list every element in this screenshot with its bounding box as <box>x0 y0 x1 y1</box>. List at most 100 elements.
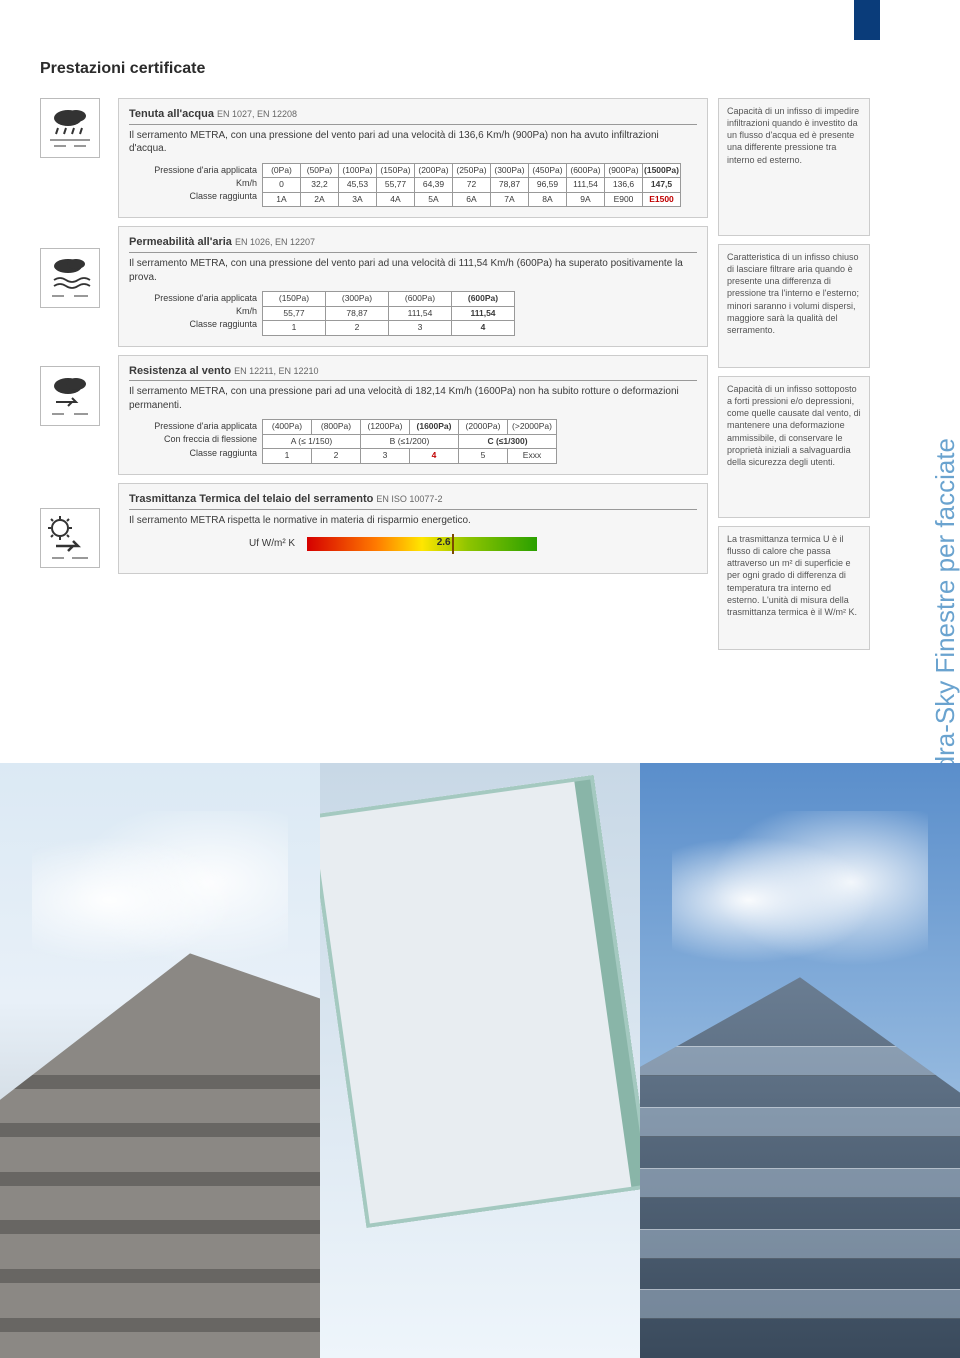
page-title: Prestazioni certificate <box>40 60 920 78</box>
cell: 2 <box>325 320 389 335</box>
cell: Exxx <box>507 448 557 463</box>
cell: (150Pa) <box>262 291 326 306</box>
cell: (200Pa) <box>414 163 453 178</box>
air-icon <box>40 248 100 308</box>
content-grid: Tenuta all'acqua EN 1027, EN 12208 Il se… <box>40 98 920 658</box>
perf-thermal: Trasmittanza Termica del telaio del serr… <box>118 483 708 574</box>
cell: (800Pa) <box>311 419 361 434</box>
perf-title-text: Tenuta all'acqua <box>129 108 214 120</box>
cell: 9A <box>566 192 605 207</box>
sidebar-note: Capacità di un infisso sottoposto a fort… <box>718 376 870 518</box>
cell: (1600Pa) <box>409 419 459 434</box>
row-label: Classe raggiunta <box>129 447 257 459</box>
cell: 2 <box>311 448 361 463</box>
water-icon <box>40 98 100 158</box>
cell-highlight: E1500 <box>642 192 681 207</box>
cell: C (≤1/300) <box>458 434 557 449</box>
perf-standard: EN 12211, EN 12210 <box>234 366 318 376</box>
cell: 7A <box>490 192 529 207</box>
sidebar-note: La trasmittanza termica U è il flusso di… <box>718 526 870 650</box>
cell: 2A <box>300 192 339 207</box>
cell: 1 <box>262 448 312 463</box>
cell: (450Pa) <box>528 163 567 178</box>
cell: 32,2 <box>300 177 339 192</box>
cell: (600Pa) <box>566 163 605 178</box>
perf-standard: EN ISO 10077-2 <box>376 494 442 504</box>
cell: E900 <box>604 192 643 207</box>
cell: (2000Pa) <box>458 419 508 434</box>
perf-wind: Resistenza al vento EN 12211, EN 12210 I… <box>118 355 708 475</box>
cell: (300Pa) <box>490 163 529 178</box>
cell: 5 <box>458 448 508 463</box>
perf-air: Permeabilità all'aria EN 1026, EN 12207 … <box>118 226 708 346</box>
vertical-rail: Poliedra-Sky Finestre per facciate 15 <box>880 98 920 658</box>
thermal-icon <box>40 508 100 568</box>
photo-strip <box>0 763 960 1358</box>
cell: 55,77 <box>262 306 326 321</box>
row-label: Pressione d'aria applicata <box>129 164 257 176</box>
cell: 4A <box>376 192 415 207</box>
cell: 1 <box>262 320 326 335</box>
cell: (300Pa) <box>325 291 389 306</box>
cell: (900Pa) <box>604 163 643 178</box>
perf-title-text: Permeabilità all'aria <box>129 236 232 248</box>
cell: (250Pa) <box>452 163 491 178</box>
sidebar-note: Capacità di un infisso di impedire infil… <box>718 98 870 236</box>
cell: (1200Pa) <box>360 419 410 434</box>
row-label: Pressione d'aria applicata <box>129 420 257 432</box>
cell: B (≤1/200) <box>360 434 459 449</box>
data-table-wind: (400Pa)(800Pa)(1200Pa)(1600Pa)(2000Pa)(>… <box>263 420 557 463</box>
cell-highlight: 4 <box>451 320 515 335</box>
cell: 78,87 <box>325 306 389 321</box>
cell: 3 <box>388 320 452 335</box>
perf-title-text: Trasmittanza Termica del telaio del serr… <box>129 493 373 505</box>
uf-marker <box>452 534 454 554</box>
cell: 1A <box>262 192 301 207</box>
perf-title-text: Resistenza al vento <box>129 365 231 377</box>
cell: 3A <box>338 192 377 207</box>
cell: 147,5 <box>642 177 681 192</box>
cell: 8A <box>528 192 567 207</box>
cell: 0 <box>262 177 301 192</box>
perf-standard: EN 1027, EN 12208 <box>217 109 297 119</box>
performance-column: Tenuta all'acqua EN 1027, EN 12208 Il se… <box>118 98 708 658</box>
cell: 111,54 <box>451 306 515 321</box>
photo-building-curved <box>0 763 320 1358</box>
perf-water: Tenuta all'acqua EN 1027, EN 12208 Il se… <box>118 98 708 218</box>
perf-description: Il serramento METRA, con una pressione d… <box>129 129 697 156</box>
row-label: Con freccia di flessione <box>129 433 257 445</box>
cell: 78,87 <box>490 177 529 192</box>
sidebar-column: Capacità di un infisso di impedire infil… <box>718 98 870 658</box>
cell: (0Pa) <box>262 163 301 178</box>
row-label: Km/h <box>129 305 257 317</box>
cell: (600Pa) <box>451 291 515 306</box>
cell: 5A <box>414 192 453 207</box>
photo-profile-section <box>320 763 640 1358</box>
cell: 111,54 <box>566 177 605 192</box>
cell: (600Pa) <box>388 291 452 306</box>
row-label: Pressione d'aria applicata <box>129 292 257 304</box>
cell: (>2000Pa) <box>507 419 557 434</box>
cell: (150Pa) <box>376 163 415 178</box>
cell: 136,6 <box>604 177 643 192</box>
sidebar-note: Caratteristica di un infisso chiuso di l… <box>718 244 870 368</box>
cell: 96,59 <box>528 177 567 192</box>
photo-building-modern <box>640 763 960 1358</box>
cell: 55,77 <box>376 177 415 192</box>
cell-highlight: 4 <box>409 448 459 463</box>
perf-description: Il serramento METRA rispetta le normativ… <box>129 514 697 528</box>
thermal-gradient: Uf W/m² K 2.6 <box>249 537 697 551</box>
cell: 72 <box>452 177 491 192</box>
cell: 64,39 <box>414 177 453 192</box>
row-label: Classe raggiunta <box>129 318 257 330</box>
wind-icon <box>40 366 100 426</box>
row-label: Classe raggiunta <box>129 190 257 202</box>
cell: 3 <box>360 448 410 463</box>
cell: A (≤ 1/150) <box>262 434 361 449</box>
row-label: Km/h <box>129 177 257 189</box>
cell: (50Pa) <box>300 163 339 178</box>
cell: (400Pa) <box>262 419 312 434</box>
perf-description: Il serramento METRA, con una pressione d… <box>129 257 697 284</box>
icon-column <box>40 98 108 658</box>
cell: (1500Pa) <box>642 163 681 178</box>
